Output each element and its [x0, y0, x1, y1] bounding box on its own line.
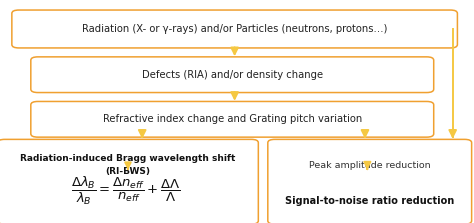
FancyBboxPatch shape	[268, 139, 472, 223]
Text: (RI-BWS): (RI-BWS)	[106, 167, 150, 176]
FancyBboxPatch shape	[31, 101, 434, 137]
Text: $\dfrac{\Delta\lambda_B}{\lambda_B} = \dfrac{\Delta n_{eff}}{n_{eff}} + \dfrac{\: $\dfrac{\Delta\lambda_B}{\lambda_B} = \d…	[71, 175, 181, 207]
Text: Signal-to-noise ratio reduction: Signal-to-noise ratio reduction	[285, 196, 455, 206]
FancyBboxPatch shape	[31, 57, 434, 93]
FancyBboxPatch shape	[0, 139, 258, 223]
Text: Refractive index change and Grating pitch variation: Refractive index change and Grating pitc…	[103, 114, 362, 124]
Text: Peak amplitude reduction: Peak amplitude reduction	[309, 161, 430, 169]
Text: Defects (RIA) and/or density change: Defects (RIA) and/or density change	[142, 70, 323, 80]
Text: Radiation-induced Bragg wavelength shift: Radiation-induced Bragg wavelength shift	[20, 154, 236, 163]
FancyBboxPatch shape	[12, 10, 457, 48]
Text: Radiation (X- or γ-rays) and/or Particles (neutrons, protons…): Radiation (X- or γ-rays) and/or Particle…	[82, 24, 387, 34]
